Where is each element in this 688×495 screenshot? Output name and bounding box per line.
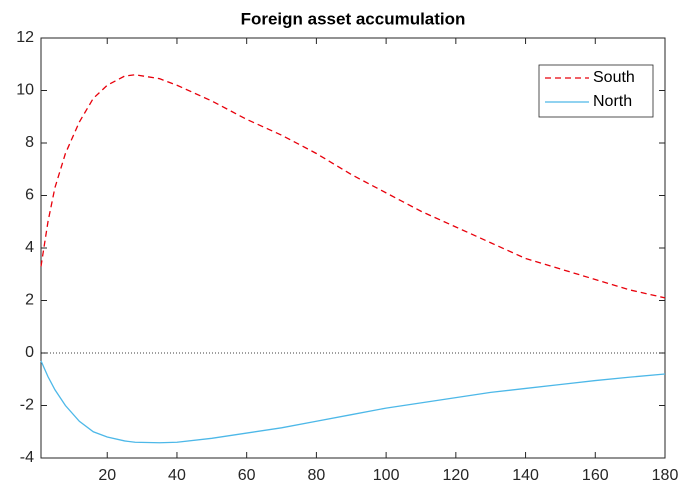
y-tick-label: 0 [25, 344, 34, 361]
x-tick-label: 40 [168, 467, 186, 484]
x-tick-label: 80 [307, 467, 325, 484]
chart-title: Foreign asset accumulation [241, 9, 466, 28]
y-tick-label: 4 [25, 239, 34, 256]
legend-label: North [593, 93, 632, 110]
y-tick-label: 2 [25, 292, 34, 309]
x-tick-label: 120 [442, 467, 469, 484]
x-tick-label: 60 [238, 467, 256, 484]
series-line [40, 360, 666, 444]
legend-label: South [593, 69, 635, 86]
legend-box [538, 64, 654, 118]
x-tick-label: 180 [652, 467, 679, 484]
y-tick-label: -2 [20, 397, 34, 414]
x-tick-label: 100 [373, 467, 400, 484]
x-tick-label: 140 [512, 467, 539, 484]
y-tick-label: -4 [20, 449, 34, 466]
y-tick-label: 8 [25, 134, 34, 151]
x-tick-label: 160 [582, 467, 609, 484]
x-tick-label: 20 [98, 467, 116, 484]
y-tick-label: 12 [16, 29, 34, 46]
y-tick-label: 6 [25, 187, 34, 204]
y-tick-label: 10 [16, 82, 34, 99]
series-line [40, 74, 666, 299]
